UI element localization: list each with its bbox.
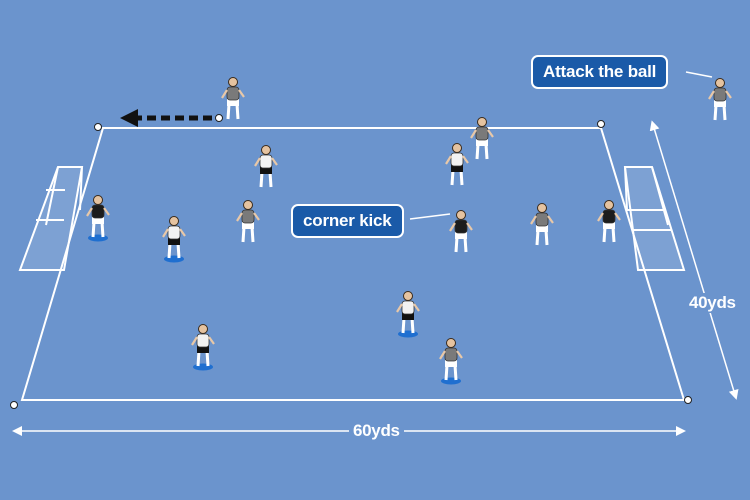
player-white bbox=[396, 291, 420, 338]
height-dimension-line bbox=[649, 120, 739, 400]
player-grey bbox=[470, 117, 494, 160]
player-white bbox=[445, 143, 469, 186]
right-goal bbox=[623, 166, 686, 271]
attack-callout: Attack the ball bbox=[531, 55, 669, 89]
player-white bbox=[162, 216, 186, 263]
left-goal bbox=[18, 166, 84, 271]
height-label: 40yds bbox=[687, 293, 738, 313]
match-ball bbox=[215, 114, 223, 122]
player-grey bbox=[236, 200, 260, 243]
run-arrow bbox=[120, 109, 212, 127]
coach bbox=[708, 78, 732, 121]
goalkeeper-left bbox=[86, 195, 110, 242]
goalkeeper-right bbox=[597, 200, 621, 243]
width-label: 60yds bbox=[349, 421, 404, 441]
player-white bbox=[254, 145, 278, 188]
corner-balls bbox=[10, 120, 692, 409]
player-grey bbox=[439, 338, 463, 385]
goalkeeper-corner bbox=[449, 210, 473, 253]
player-grey-dribbling bbox=[221, 77, 245, 120]
corner-callout-pointer bbox=[409, 213, 451, 220]
pitch-outline bbox=[20, 127, 686, 401]
attack-callout-pointer bbox=[685, 71, 713, 78]
player-white bbox=[191, 324, 215, 371]
corner-kick-callout: corner kick bbox=[291, 204, 404, 238]
player-grey bbox=[530, 203, 554, 246]
